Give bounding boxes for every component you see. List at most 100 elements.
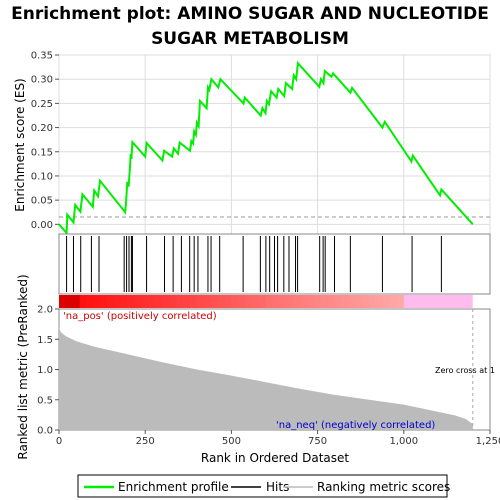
color-bar-segment xyxy=(369,295,377,308)
rank-y-tick-label: 0.5 xyxy=(37,395,53,406)
rank-y-tick-label: 2.0 xyxy=(37,305,53,316)
color-bar-segment xyxy=(65,295,74,308)
legend-label-enrichment: Enrichment profile xyxy=(118,480,229,494)
color-bar-blank xyxy=(472,295,490,308)
color-bar-segment xyxy=(134,295,143,308)
color-bar-segment xyxy=(403,295,412,308)
es-y-tick-label: 0.10 xyxy=(31,171,53,182)
color-bar-segment xyxy=(258,295,267,308)
color-bar-segment xyxy=(141,295,150,308)
color-bar-segment xyxy=(224,295,232,308)
rank-x-tick-label: 1,000 xyxy=(389,436,418,447)
rank-panel: 'na_pos' (positively correlated) 'na_neq… xyxy=(16,274,500,465)
color-bar-segment xyxy=(424,295,432,308)
rank-y-axis-label: Ranked list metric (PreRanked) xyxy=(16,274,30,459)
color-bar-segment xyxy=(465,295,474,308)
color-bar-segment xyxy=(107,295,115,308)
color-bar-segment xyxy=(410,295,418,308)
es-y-tick-label: 0.20 xyxy=(31,123,53,134)
legend-label-ranking: Ranking metric scores xyxy=(317,480,450,494)
color-bar-segment xyxy=(79,295,87,308)
es-panel: 0.00 0.05 0.10 0.15 0.20 0.25 0.30 0.35 Enrichm… xyxy=(13,51,491,236)
color-bar-segment xyxy=(196,295,205,308)
chart-title-line-1: Enrichment plot: AMINO SUGAR AND NUCLEOT… xyxy=(11,4,489,24)
color-bar-segment xyxy=(431,295,439,308)
ranking-metric-area xyxy=(59,327,473,430)
rank-x-tick-label: 0 xyxy=(56,436,62,447)
rank-x-tick-label: 250 xyxy=(136,436,155,447)
enrichment-profile-line xyxy=(58,60,474,236)
legend-frame xyxy=(77,474,448,498)
color-bar-segment xyxy=(396,295,405,308)
color-bar-segment xyxy=(72,295,81,308)
color-bar-segment xyxy=(148,295,156,308)
color-bar-segment xyxy=(169,295,177,308)
es-y-ticks: 0.00 0.05 0.10 0.15 0.20 0.25 0.30 0.35 xyxy=(31,51,59,231)
color-bar-segment xyxy=(334,295,343,308)
color-bar-segment xyxy=(390,295,398,308)
color-bar-segment xyxy=(272,295,281,308)
color-bar-segment xyxy=(383,295,391,308)
es-y-axis-label: Enrichment score (ES) xyxy=(13,78,27,211)
es-panel-frame xyxy=(58,54,491,235)
es-grid xyxy=(58,54,491,234)
color-bar-segment xyxy=(300,295,308,308)
color-bar-segment xyxy=(176,295,184,308)
negative-correlation-label: 'na_neq' (negatively correlated) xyxy=(276,420,435,431)
color-bar-segment xyxy=(238,295,246,308)
color-bar-segment xyxy=(210,295,219,308)
rank-y-ticks: 0.0 0.5 1.0 1.5 2.0 xyxy=(37,305,59,437)
color-bar-segment xyxy=(348,295,356,308)
es-y-tick-label: 0.25 xyxy=(31,99,53,110)
color-bar-segment xyxy=(86,295,94,308)
color-bar-segment xyxy=(265,295,274,308)
color-bar-segment xyxy=(183,295,191,308)
rank-color-bar xyxy=(59,295,490,308)
color-bar-segment xyxy=(286,295,294,308)
chart-title-line-2: SUGAR METABOLISM xyxy=(151,29,349,49)
rank-x-tick-label: 500 xyxy=(222,436,241,447)
rank-x-tick-label: 1,250 xyxy=(476,436,500,447)
color-bar-segment xyxy=(341,295,350,308)
color-bar-segment xyxy=(155,295,163,308)
color-bar-segment xyxy=(93,295,101,308)
es-y-tick-label: 0.05 xyxy=(31,196,53,207)
rank-x-tick-label: 750 xyxy=(308,436,327,447)
color-bar-segment xyxy=(127,295,136,308)
color-bar-segment xyxy=(417,295,425,308)
color-bar-segment xyxy=(438,295,446,308)
rank-y-tick-label: 1.0 xyxy=(37,365,53,376)
color-bar-segment xyxy=(355,295,363,308)
color-bar-segment xyxy=(458,295,467,308)
rank-y-tick-label: 1.5 xyxy=(37,335,53,346)
es-y-tick-label: 0.30 xyxy=(31,75,53,86)
color-bar-segment xyxy=(452,295,460,308)
hit-markers xyxy=(66,236,442,292)
color-bar-segment xyxy=(279,295,287,308)
color-bar-segment xyxy=(314,295,322,308)
es-y-tick-label: 0.15 xyxy=(31,147,53,158)
chart-title: Enrichment plot: AMINO SUGAR AND NUCLEOT… xyxy=(0,2,500,52)
color-bar-segment xyxy=(321,295,329,308)
legend-label-hits: Hits xyxy=(266,480,289,494)
color-bar-segment xyxy=(293,295,301,308)
es-y-tick-label: 0.35 xyxy=(31,51,53,62)
color-bar-segment xyxy=(231,295,239,308)
color-bar-segment xyxy=(114,295,122,308)
color-bar-segment xyxy=(203,295,212,308)
color-bar-segment xyxy=(327,295,336,308)
rank-y-tick-label: 0.0 xyxy=(37,426,53,437)
positive-correlation-label: 'na_pos' (positively correlated) xyxy=(63,311,217,322)
color-bar-segment xyxy=(376,295,384,308)
color-bar-segment xyxy=(100,295,108,308)
color-bar-segment xyxy=(362,295,370,308)
color-bar-segment xyxy=(245,295,253,308)
color-bar-segment xyxy=(59,295,67,308)
color-bar-segment xyxy=(162,295,170,308)
es-y-tick-label: 0.00 xyxy=(31,220,53,231)
legend: Enrichment profile Hits Ranking metric s… xyxy=(77,474,450,498)
color-bar-segment xyxy=(190,295,198,308)
hits-panel xyxy=(58,233,491,295)
